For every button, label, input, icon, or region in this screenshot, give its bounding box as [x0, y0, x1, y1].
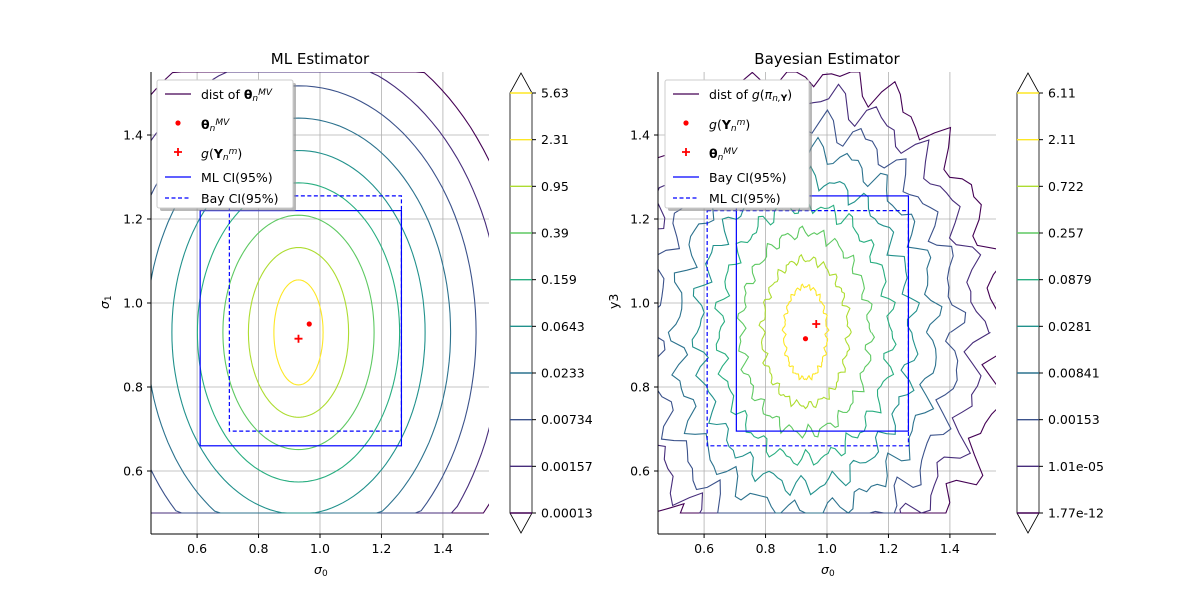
- contour-line: [714, 194, 897, 466]
- legend-label: θnMV: [201, 117, 230, 134]
- contour-line: [658, 79, 991, 514]
- y-tick-label: 0.8: [630, 380, 650, 395]
- colorbar-tick-label: 0.39: [541, 226, 569, 241]
- x-tick-label: 1.4: [940, 541, 960, 556]
- legend-label: g(Ynm): [201, 146, 242, 163]
- y-axis-label: y3: [606, 294, 621, 309]
- legend-label: ML CI(95%): [709, 191, 781, 206]
- point-dot: [802, 336, 809, 342]
- legend-box: [664, 79, 810, 209]
- colorbar-frame: [1016, 92, 1040, 514]
- colorbar-tick-label: 0.00013: [541, 506, 593, 521]
- contour-line: [171, 149, 426, 514]
- legend-label: Bay CI(95%): [709, 170, 787, 185]
- colorbar-tick-label: 5.63: [541, 86, 569, 101]
- colorbar: 6.11 2.11 0.722 0.257 0.0879 0.0281 0.00841 0.0…: [1016, 72, 1104, 534]
- x-tick-label: 1.0: [817, 541, 837, 556]
- contour-line: [196, 182, 401, 483]
- chart-title: ML Estimator: [271, 50, 370, 68]
- colorbar-tick-label: 0.257: [1048, 226, 1084, 241]
- contour-line: [151, 117, 452, 514]
- chart-panel-1: 0.6 0.8 1.0 1.2 1.4 0.6 0.8 1.0 1.2 1.4 ML Estimat…: [97, 50, 593, 579]
- colorbar-tick-label: 0.00841: [1048, 366, 1100, 381]
- y-tick-label: 0.8: [123, 380, 143, 395]
- colorbar-extend-bottom: [1016, 512, 1040, 534]
- x-tick-label: 1.4: [433, 541, 453, 556]
- y-tick-label: 1.4: [123, 128, 143, 143]
- contour-line: [658, 109, 967, 514]
- legend-swatch-dot: [683, 120, 689, 126]
- contour-line: [658, 72, 996, 514]
- chart-panel-2: 0.6 0.8 1.0 1.2 1.4 0.6 0.8 1.0 1.2 1.4 Bayesian E…: [606, 50, 1104, 579]
- colorbar-tick-label: 0.95: [541, 179, 569, 194]
- x-tick-label: 1.0: [310, 541, 330, 556]
- contour-line: [758, 253, 852, 410]
- contour-line: [151, 85, 477, 514]
- legend-label: Bay CI(95%): [201, 191, 279, 206]
- y-tick-label: 1.2: [630, 212, 650, 227]
- x-axis-label: σ0: [314, 562, 328, 579]
- contour-line: [151, 72, 489, 514]
- colorbar-extend-bottom: [509, 512, 533, 534]
- colorbar-tick-label: 2.31: [541, 132, 569, 147]
- x-tick-label: 0.6: [694, 541, 714, 556]
- legend-swatch-dot: [175, 120, 181, 126]
- x-tick-label: 1.2: [879, 541, 899, 556]
- colorbar-extend-top: [509, 72, 533, 94]
- colorbar-tick-label: 0.0233: [541, 366, 585, 381]
- colorbar-tick-label: 1.01e-05: [1048, 459, 1104, 474]
- y-axis-label: σ1: [97, 295, 114, 309]
- contour-line: [247, 246, 350, 418]
- y-tick-label: 1.0: [630, 296, 650, 311]
- colorbar-tick-label: 0.0281: [1048, 319, 1092, 334]
- legend-swatch-plus: [682, 148, 690, 156]
- colorbar-frame: [509, 92, 533, 514]
- x-tick-label: 0.6: [187, 541, 207, 556]
- y-tick-label: 1.2: [123, 212, 143, 227]
- legend-label: ML CI(95%): [201, 170, 273, 185]
- x-tick-label: 1.2: [372, 541, 392, 556]
- legend-box: [156, 79, 294, 209]
- point-dot: [306, 321, 312, 327]
- legend-label: θnMV: [709, 146, 738, 163]
- ci-rect-dashed: [228, 195, 403, 432]
- x-tick-label: 0.8: [249, 541, 269, 556]
- colorbar-tick-label: 0.00734: [541, 412, 593, 427]
- ci-rect-solid: [735, 195, 910, 432]
- y-tick-label: 0.6: [630, 464, 650, 479]
- colorbar-tick-label: 0.0643: [541, 319, 585, 334]
- contour-line: [667, 136, 943, 514]
- chart-title: Bayesian Estimator: [754, 50, 900, 68]
- colorbar-tick-label: 0.159: [541, 272, 577, 287]
- colorbar-extend-top: [1016, 72, 1040, 94]
- contour-line: [737, 225, 876, 439]
- colorbar-tick-label: 1.77e-12: [1048, 506, 1104, 521]
- colorbar-tick-label: 0.722: [1048, 179, 1084, 194]
- contour-group: [658, 72, 996, 514]
- colorbar-tick-label: 2.11: [1048, 132, 1076, 147]
- legend-label: dist of θnMV: [201, 87, 273, 104]
- contour-line: [273, 279, 324, 386]
- legend-label: g(Ynm): [709, 117, 750, 134]
- x-tick-label: 0.8: [756, 541, 776, 556]
- y-tick-label: 0.6: [123, 464, 143, 479]
- y-tick-label: 1.4: [630, 128, 650, 143]
- ci-rect-solid: [199, 210, 403, 447]
- point-plus: [294, 334, 303, 343]
- point-plus: [812, 320, 821, 328]
- legend-swatch-plus: [174, 148, 182, 156]
- colorbar-tick-label: 0.00157: [541, 459, 593, 474]
- contour-line: [781, 283, 830, 381]
- contour-group: [151, 72, 489, 514]
- x-axis-label: σ0: [821, 562, 835, 579]
- legend-label: dist of g(πn,Y): [709, 87, 792, 104]
- colorbar-tick-label: 0.0879: [1048, 272, 1092, 287]
- ci-rect-dashed: [706, 210, 910, 447]
- colorbar-tick-label: 6.11: [1048, 86, 1076, 101]
- contour-line: [222, 214, 375, 451]
- colorbar: 5.63 2.31 0.95 0.39 0.159 0.0643 0.0233 0.00734…: [509, 72, 593, 534]
- y-tick-label: 1.0: [123, 296, 143, 311]
- colorbar-tick-label: 0.00153: [1048, 412, 1100, 427]
